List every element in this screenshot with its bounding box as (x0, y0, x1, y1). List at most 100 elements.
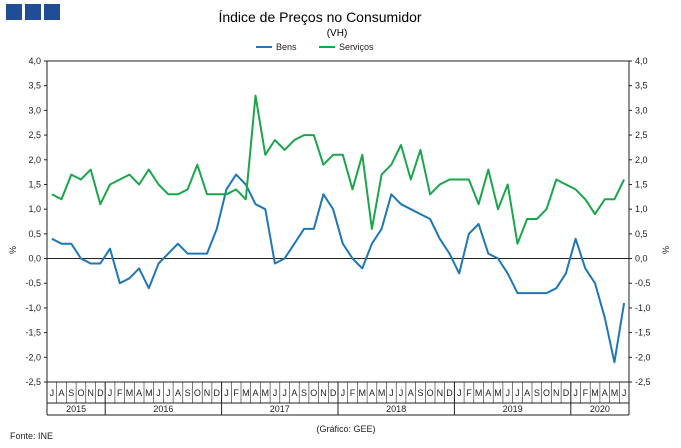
chart-title: Índice de Preços no Consumidor (218, 9, 421, 25)
y-tick-label-left: 2,0 (28, 155, 41, 165)
y-tick-label-right: 2,0 (635, 155, 648, 165)
y-tick-label-left: 0,5 (28, 229, 41, 239)
y-tick-label-left: -2,5 (25, 377, 41, 387)
y-tick-label-left: -1,0 (25, 303, 41, 313)
month-label: A (175, 388, 181, 398)
month-label: M (591, 388, 599, 398)
month-label: J (108, 388, 113, 398)
month-label: F (583, 388, 589, 398)
month-label: N (437, 388, 444, 398)
series-line-bens (51, 173, 626, 364)
month-label: J (156, 388, 161, 398)
y-tick-label-left: 1,5 (28, 179, 41, 189)
month-label: D (563, 388, 570, 398)
year-label: 2018 (386, 404, 406, 414)
y-tick-label-left: 1,0 (28, 204, 41, 214)
month-label: A (408, 388, 414, 398)
month-label: N (204, 388, 211, 398)
month-label: M (611, 388, 619, 398)
month-label: J (341, 388, 346, 398)
month-label: J (273, 388, 278, 398)
y-tick-label-left: 2,5 (28, 130, 41, 140)
month-label: A (524, 388, 530, 398)
logo (6, 4, 60, 20)
month-label: M (494, 388, 502, 398)
month-label: S (301, 388, 307, 398)
y-tick-label-right: -0,5 (635, 278, 651, 288)
month-label: M (145, 388, 153, 398)
plot-frame (46, 60, 630, 383)
y-tick-label-right: 3,5 (635, 81, 648, 91)
month-label: J (389, 388, 394, 398)
y-axis-label-right: % (661, 246, 671, 254)
month-label: S (534, 388, 540, 398)
logo-block (25, 4, 41, 20)
month-label: J (622, 388, 627, 398)
month-label: N (320, 388, 327, 398)
month-label: S (185, 388, 191, 398)
month-label: A (485, 388, 491, 398)
month-label: N (553, 388, 560, 398)
month-label: J (399, 388, 404, 398)
y-tick-label-left: -2,0 (25, 352, 41, 362)
y-tick-label-right: 0,0 (635, 254, 648, 264)
month-label: A (59, 388, 65, 398)
month-label: F (350, 388, 356, 398)
y-tick-label-right: -1,0 (635, 303, 651, 313)
y-tick-label-right: -2,0 (635, 352, 651, 362)
month-label: F (233, 388, 239, 398)
credit-note: (Gráfico: GEE) (316, 424, 375, 434)
month-label: S (68, 388, 74, 398)
y-tick-label-right: -1,5 (635, 328, 651, 338)
y-tick-label-left: -1,5 (25, 328, 41, 338)
year-label: 2017 (270, 404, 290, 414)
y-tick-label-right: 2,5 (635, 130, 648, 140)
y-tick-label-left: 3,5 (28, 81, 41, 91)
month-label: M (242, 388, 250, 398)
y-tick-label-right: 1,5 (635, 179, 648, 189)
month-label: A (369, 388, 375, 398)
month-label: M (359, 388, 367, 398)
month-label: F (466, 388, 472, 398)
month-label: S (417, 388, 423, 398)
month-label: M (378, 388, 386, 398)
legend: Bens Serviços (256, 42, 374, 52)
y-tick-label-right: -2,5 (635, 377, 651, 387)
y-axis-label-left: % (8, 246, 18, 254)
month-label: M (262, 388, 270, 398)
month-label: J (515, 388, 520, 398)
y-axis-ticks: 4,0 4,0 3,5 3,5 3,0 3,0 2,5 2,5 2,0 2,0 1,5 1,5 1,0 1… (25, 56, 650, 387)
month-label: M (475, 388, 483, 398)
y-tick-label-right: 3,0 (635, 105, 648, 115)
month-label: J (506, 388, 511, 398)
month-label: D (446, 388, 453, 398)
month-label: A (602, 388, 608, 398)
year-label: 2020 (590, 404, 610, 414)
y-tick-label-left: -0,5 (25, 278, 41, 288)
month-label: M (126, 388, 134, 398)
month-label: A (136, 388, 142, 398)
y-tick-label-right: 1,0 (635, 204, 648, 214)
month-label: D (330, 388, 337, 398)
legend-label-servicos: Serviços (339, 42, 374, 52)
month-label: J (457, 388, 462, 398)
month-label: J (50, 388, 55, 398)
month-label: O (77, 388, 84, 398)
month-label: D (214, 388, 221, 398)
month-label: J (573, 388, 578, 398)
y-tick-label-left: 3,0 (28, 105, 41, 115)
month-label: J (166, 388, 171, 398)
month-label: N (87, 388, 94, 398)
logo-block (6, 4, 22, 20)
year-label: 2019 (503, 404, 523, 414)
month-label: D (97, 388, 104, 398)
chart-subtitle: (VH) (327, 28, 348, 39)
month-label: O (194, 388, 201, 398)
month-label: J (224, 388, 229, 398)
month-label: J (282, 388, 287, 398)
logo-block (44, 4, 60, 20)
legend-label-bens: Bens (276, 42, 297, 52)
